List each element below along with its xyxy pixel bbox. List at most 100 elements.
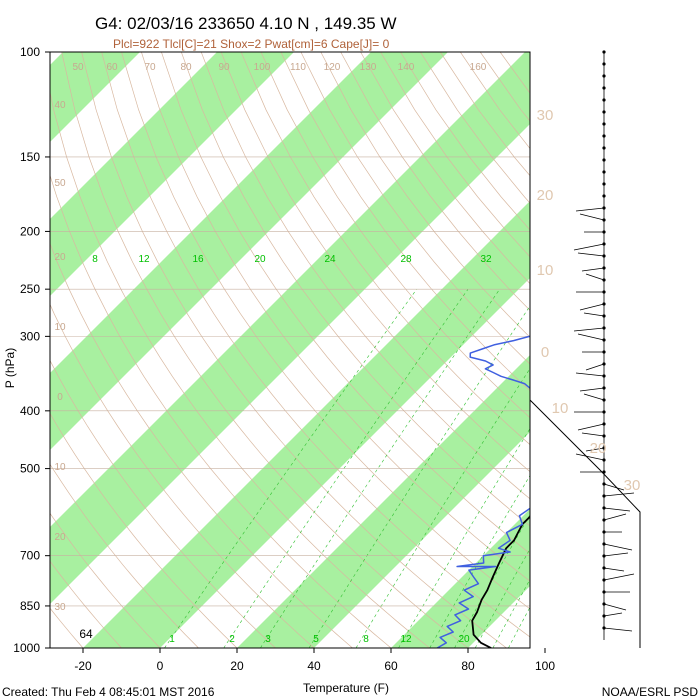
wind-point (602, 98, 606, 102)
x-tick-label: 100 (535, 659, 555, 673)
mixing-ratio-label: 16 (192, 254, 204, 265)
x-axis-label: Temperature (F) (303, 681, 389, 695)
theta-label: 70 (144, 62, 156, 73)
wind-point (602, 182, 606, 186)
x-tick-label: 60 (384, 659, 398, 673)
mixing-ratio-label: 1 (169, 634, 175, 645)
x-tick-label: 40 (307, 659, 321, 673)
wind-barb (603, 603, 627, 611)
y-tick-label: 200 (20, 224, 40, 238)
theta-e-label: 20 (537, 187, 554, 204)
wind-barb (585, 447, 605, 452)
wind-barb (603, 552, 629, 557)
wind-barb (581, 432, 605, 437)
wind-panel-outline (529, 399, 641, 648)
isotherm-label: 50 (54, 178, 66, 189)
temperature-band (237, 355, 530, 648)
wind-barb (579, 387, 605, 392)
wind-barb (579, 213, 605, 221)
wind-point (602, 146, 606, 150)
temperature-band (50, 52, 448, 450)
temperature-band (545, 52, 700, 648)
theta-e-label: 30 (537, 107, 554, 124)
plot-frame (49, 51, 531, 649)
theta-e-label: 30 (624, 477, 641, 494)
y-tick-label: 300 (20, 329, 40, 343)
chart-subtitle: Plcl=922 Tlcl[C]=21 Shox=2 Pwat[cm]=6 Ca… (113, 37, 390, 51)
isotherm-label: 10 (54, 462, 66, 473)
mixing-ratio-lines (164, 289, 530, 648)
footer-created: Created: Thu Feb 4 08:45:01 MST 2016 (2, 685, 215, 699)
mixing-ratio-label: 20 (254, 254, 266, 265)
footer-source: NOAA/ESRL PSD (602, 685, 699, 699)
wind-barb (603, 567, 625, 572)
theta-label: 60 (106, 62, 118, 73)
wind-barb (603, 507, 631, 512)
y-tick-label: 100 (20, 45, 40, 59)
wind-point (602, 122, 606, 126)
wind-point (602, 134, 606, 138)
temperature-band (50, 52, 530, 604)
y-tick-label: 250 (20, 282, 40, 296)
y-axis-label: P (hPa) (3, 348, 17, 388)
theta-label: 120 (324, 62, 341, 73)
mixing-ratio-label: 12 (138, 254, 150, 265)
theta-label: 100 (254, 62, 271, 73)
temperature-band (50, 52, 294, 296)
theta-label: 160 (470, 62, 487, 73)
isotherm-label: 0 (57, 392, 63, 403)
mixing-ratio-label: 28 (400, 254, 412, 265)
isotherm-label: 20 (54, 532, 66, 543)
mixing-ratio-line (223, 289, 469, 648)
wind-barb (583, 393, 605, 401)
wind-point (602, 62, 606, 66)
isotherm-label: 40 (54, 100, 66, 111)
x-axis: -20 0 20 40 60 80 100 (74, 648, 555, 673)
theta-label: 80 (180, 62, 192, 73)
wind-barb (603, 573, 635, 581)
temperature-band (50, 52, 140, 142)
wind-barb (603, 513, 627, 521)
mixing-ratio-label: 8 (92, 254, 98, 265)
mixing-ratio-label: 2 (229, 634, 235, 645)
wind-point (602, 170, 606, 174)
x-tick-label: 80 (461, 659, 475, 673)
wind-barb (575, 207, 605, 212)
x-tick-label: -20 (74, 659, 92, 673)
wind-barb (575, 453, 605, 461)
wind-point (602, 74, 606, 78)
wind-barb (583, 312, 605, 317)
theta-e-label: 0 (541, 344, 549, 361)
y-axis: 100 150 200 250 300 400 500 700 850 1000 (13, 45, 50, 655)
wind-point (602, 158, 606, 162)
wind-barb (577, 333, 605, 341)
wind-barb (573, 327, 605, 332)
mixing-ratio-label: 12 (400, 634, 412, 645)
y-tick-label: 150 (20, 150, 40, 164)
wind-barb (573, 243, 605, 251)
wind-barb (581, 267, 605, 272)
theta-label: 130 (360, 62, 377, 73)
wind-point (602, 110, 606, 114)
theta-e-label: 20 (590, 440, 607, 457)
wind-point (602, 86, 606, 90)
y-tick-label: 500 (20, 462, 40, 476)
mixing-ratio-line (308, 305, 530, 648)
chart-title: G4: 02/03/16 233650 4.10 N , 149.35 W (95, 14, 397, 33)
mixing-ratio-line (260, 289, 500, 648)
theta-label: 110 (290, 62, 306, 73)
isotherm-label: 20 (54, 252, 66, 263)
y-tick-label: 850 (20, 599, 40, 613)
wind-barbs (573, 50, 635, 640)
temperature-band (391, 509, 530, 648)
mixing-ratio-label: 3 (265, 634, 271, 645)
mixing-ratio-label: 8 (363, 634, 369, 645)
y-tick-label: 400 (20, 404, 40, 418)
wind-barb (577, 252, 605, 257)
temperature-bands (50, 52, 700, 648)
wind-barb (603, 627, 633, 632)
wind-barb (603, 543, 633, 551)
mixing-ratio-label: 32 (480, 254, 492, 265)
